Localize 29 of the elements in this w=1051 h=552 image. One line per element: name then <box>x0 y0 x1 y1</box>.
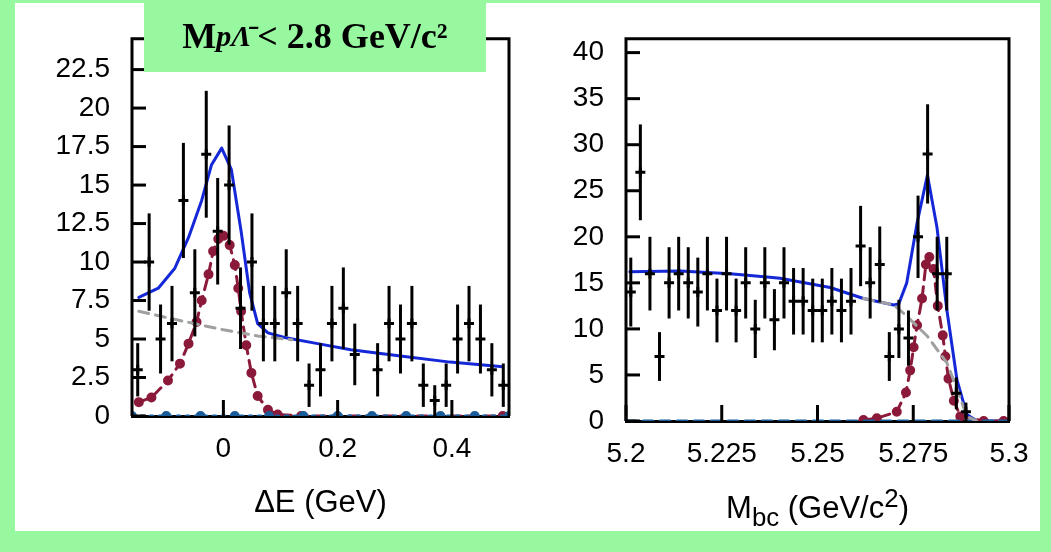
y-tick-label: 20 <box>572 219 604 251</box>
y-tick-label: 40 <box>572 35 604 67</box>
x-tick-label: 5.225 <box>686 436 757 468</box>
y-tick-label: 5 <box>588 357 604 389</box>
y-tick-label: 30 <box>572 127 604 159</box>
x-tick-label: 0.2 <box>318 431 358 463</box>
x-tick-label: 5.3 <box>989 436 1029 468</box>
y-tick-label: 10 <box>572 311 604 343</box>
x-tick-label: 0.4 <box>432 431 472 463</box>
x-tick-label: 0 <box>215 431 232 463</box>
y-tick-label: 22.5 <box>55 52 110 84</box>
y-tick-label: 15 <box>78 167 110 199</box>
y-tick-label: 5 <box>94 321 110 353</box>
x-tick-label: 5.25 <box>790 436 845 468</box>
x-axis-title: ΔE (GeV) <box>253 484 388 520</box>
x-tick-label: 5.2 <box>606 436 646 468</box>
y-tick-label: 0 <box>94 398 110 430</box>
y-tick-label: 25 <box>572 173 604 205</box>
y-tick-label: 10 <box>78 244 110 276</box>
y-tick-label: 0 <box>588 403 604 435</box>
y-tick-label: 15 <box>572 265 604 297</box>
x-axis-title: M$_{bc}$ (GeV/c$^{2}$) <box>725 484 910 532</box>
x-tick-label: 5.275 <box>878 436 949 468</box>
y-tick-label: 20 <box>78 90 110 122</box>
y-tick-label: 12.5 <box>55 206 110 238</box>
y-tick-label: 35 <box>572 81 604 113</box>
y-tick-label: 2.5 <box>71 360 110 392</box>
y-tick-label: 17.5 <box>55 129 110 161</box>
y-tick-label: 7.5 <box>71 283 110 315</box>
